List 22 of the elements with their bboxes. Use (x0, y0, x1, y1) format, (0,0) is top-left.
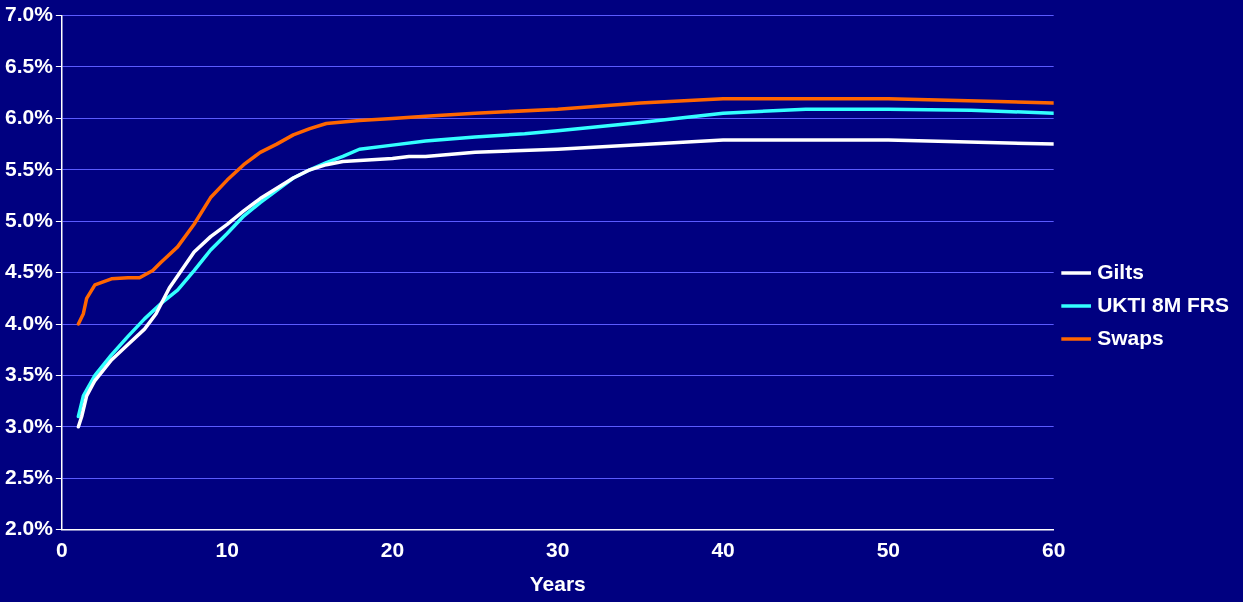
y-tick-label: 3.5% (4, 362, 54, 386)
y-tick-label: 2.5% (4, 465, 54, 488)
x-tick-label: 10 (215, 538, 239, 561)
legend-label: Gilts (1097, 259, 1144, 283)
y-tick-label: 4.0% (4, 310, 54, 334)
y-tick-label: 6.0% (4, 105, 54, 129)
x-tick-label: 60 (1041, 538, 1066, 561)
x-tick-label: 40 (711, 538, 735, 561)
y-tick-label: 3.0% (4, 413, 54, 437)
y-tick-label: 7.0% (4, 2, 54, 26)
legend-label: Swaps (1097, 325, 1164, 349)
y-tick-label: 5.0% (4, 208, 54, 231)
y-tick-label: 2.0% (4, 516, 54, 540)
x-tick-label: 50 (876, 538, 901, 561)
x-axis-title: Years (529, 572, 586, 596)
y-tick-label: 4.5% (4, 259, 54, 283)
x-tick-label: 20 (380, 538, 405, 561)
x-tick-label: 0 (56, 538, 68, 561)
legend-label: UKTI 8M FRS (1097, 292, 1230, 316)
x-tick-label: 30 (546, 538, 570, 561)
y-tick-label: 5.5% (4, 156, 54, 180)
y-tick-label: 6.5% (4, 53, 54, 77)
